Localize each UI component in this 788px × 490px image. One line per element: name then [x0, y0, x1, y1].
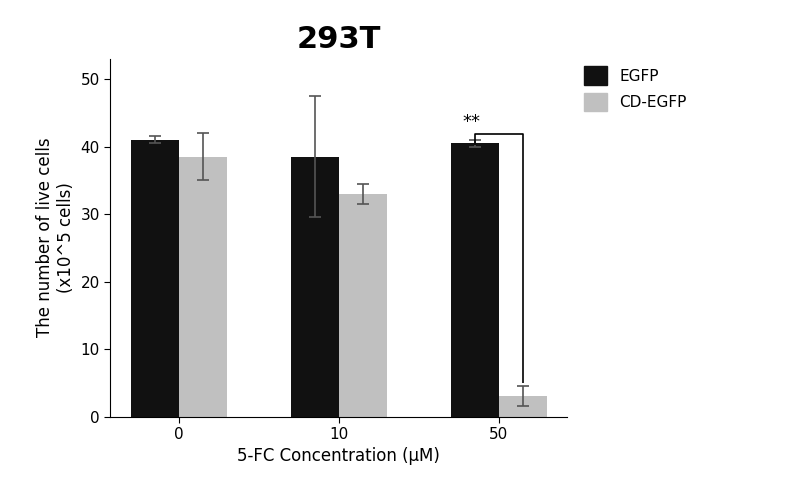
Text: **: **	[463, 113, 481, 131]
Bar	[451, 143, 499, 416]
Bar	[291, 157, 339, 416]
Bar	[339, 194, 387, 416]
Bar	[131, 140, 179, 416]
Y-axis label: The number of live cells
(x10^5 cells): The number of live cells (x10^5 cells)	[36, 138, 75, 338]
Legend: EGFP, CD-EGFP: EGFP, CD-EGFP	[584, 67, 686, 111]
Bar	[499, 396, 547, 416]
X-axis label: 5-FC Concentration (μM): 5-FC Concentration (μM)	[237, 447, 440, 465]
Title: 293T: 293T	[296, 24, 381, 54]
Bar	[179, 157, 227, 416]
